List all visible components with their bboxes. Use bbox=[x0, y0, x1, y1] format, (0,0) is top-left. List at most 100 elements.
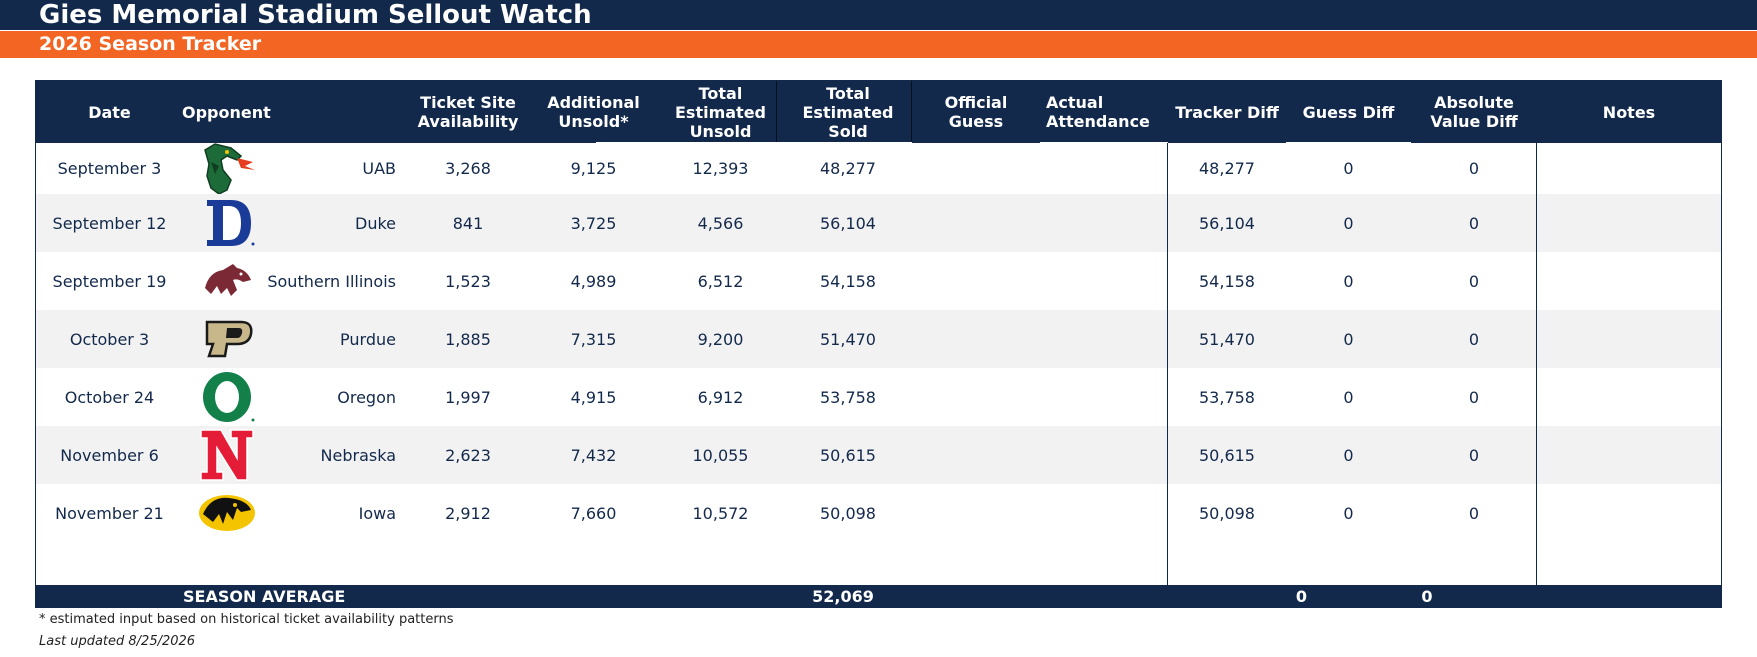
tracker-table: Date Opponent Ticket Site Availability Addi… bbox=[35, 80, 1722, 608]
cell-abs-value-diff: 0 bbox=[1468, 159, 1480, 178]
cell-total-est-sold: 53,758 bbox=[820, 387, 876, 407]
cell-notes[interactable] bbox=[1537, 143, 1721, 194]
table-row: November 6 Nebraska 2,623 7,432 10,055 50,615… bbox=[36, 426, 1721, 484]
cell-actual-attendance[interactable] bbox=[1040, 368, 1168, 426]
cell-official-guess[interactable] bbox=[912, 310, 1040, 368]
cell-abs-value-diff: 0 bbox=[1468, 503, 1480, 523]
cell-date: September 3 bbox=[57, 159, 162, 178]
cell-total-est-sold: 50,615 bbox=[820, 445, 876, 465]
cell-total-est-unsold: 9,200 bbox=[697, 329, 744, 349]
cell-tracker-diff: 56,104 bbox=[1199, 213, 1255, 233]
season-average-guess-diff: 0 bbox=[1295, 586, 1308, 606]
table-header: Date Opponent Ticket Site Availability Addi… bbox=[36, 81, 1721, 144]
cell-total-est-sold: 48,277 bbox=[820, 159, 876, 178]
table-row: November 21 Iowa 2,912 7,660 10,572 50,098 50,… bbox=[36, 484, 1721, 542]
cell-opponent: UAB bbox=[362, 159, 396, 178]
cell-notes[interactable] bbox=[1537, 310, 1721, 368]
column-header-actual-attendance: Actual Attendance bbox=[1046, 93, 1150, 131]
cell-ticket-site: 2,623 bbox=[445, 445, 491, 465]
uab-dragon-logo-icon bbox=[197, 142, 257, 200]
column-header-total-est-unsold: Total Estimated Unsold bbox=[674, 83, 766, 141]
column-header-opponent: Opponent bbox=[182, 102, 271, 122]
header-separator bbox=[776, 81, 777, 143]
cell-tracker-diff: 50,098 bbox=[1199, 503, 1255, 523]
cell-abs-value-diff: 0 bbox=[1468, 271, 1480, 291]
cell-actual-attendance[interactable] bbox=[1040, 194, 1168, 252]
cell-abs-value-diff: 0 bbox=[1468, 329, 1480, 349]
cell-guess-diff: 0 bbox=[1343, 387, 1354, 407]
cell-guess-diff: 0 bbox=[1343, 445, 1354, 465]
cell-additional-unsold: 9,125 bbox=[570, 159, 617, 178]
header-underline bbox=[596, 142, 784, 144]
column-header-official-guess: Official Guess bbox=[944, 93, 1008, 131]
table-row: September 19 Southern Illinois 1,523 4,989 6… bbox=[36, 252, 1721, 310]
cell-actual-attendance[interactable] bbox=[1040, 252, 1168, 310]
cell-abs-value-diff: 0 bbox=[1468, 387, 1480, 407]
cell-ticket-site: 2,912 bbox=[445, 503, 491, 523]
cell-date: November 6 bbox=[60, 445, 159, 465]
column-header-notes: Notes bbox=[1602, 102, 1656, 122]
footnote: * estimated input based on historical ti… bbox=[39, 612, 454, 627]
cell-actual-attendance[interactable] bbox=[1040, 143, 1168, 194]
column-header-abs-value-diff: Absolute Value Diff bbox=[1430, 93, 1518, 131]
season-average-total-sold: 52,069 bbox=[812, 586, 874, 606]
page-subtitle: 2026 Season Tracker bbox=[0, 31, 1757, 58]
column-header-tracker-diff: Tracker Diff bbox=[1175, 102, 1279, 122]
southern-illinois-saluki-logo-icon bbox=[197, 254, 257, 312]
header-underline bbox=[1286, 142, 1411, 144]
cell-opponent: Purdue bbox=[340, 329, 396, 349]
cell-opponent: Nebraska bbox=[320, 445, 396, 465]
cell-total-est-sold: 54,158 bbox=[820, 271, 876, 291]
cell-date: September 19 bbox=[52, 271, 167, 291]
column-header-ticket-site: Ticket Site Availability bbox=[417, 93, 519, 131]
cell-official-guess[interactable] bbox=[912, 484, 1040, 542]
cell-actual-attendance[interactable] bbox=[1040, 426, 1168, 484]
iowa-hawkeye-logo-icon bbox=[197, 486, 257, 544]
table-row: October 24 Oregon 1,997 4,915 6,912 53,758 53,… bbox=[36, 368, 1721, 426]
season-average-label: SEASON AVERAGE bbox=[183, 586, 346, 606]
cell-opponent: Southern Illinois bbox=[267, 271, 396, 291]
cell-opponent: Duke bbox=[355, 213, 396, 233]
cell-total-est-unsold: 12,393 bbox=[692, 159, 749, 178]
cell-notes[interactable] bbox=[1537, 368, 1721, 426]
cell-total-est-unsold: 6,912 bbox=[697, 387, 744, 407]
column-header-date: Date bbox=[88, 102, 131, 122]
cell-total-est-unsold: 6,512 bbox=[697, 271, 744, 291]
cell-official-guess[interactable] bbox=[912, 143, 1040, 194]
last-updated: Last updated 8/25/2026 bbox=[39, 634, 196, 649]
cell-additional-unsold: 4,989 bbox=[570, 271, 617, 291]
cell-opponent: Oregon bbox=[337, 387, 396, 407]
cell-notes[interactable] bbox=[1537, 426, 1721, 484]
cell-date: October 3 bbox=[69, 329, 150, 349]
cell-total-est-unsold: 10,572 bbox=[692, 503, 749, 523]
cell-ticket-site: 1,885 bbox=[445, 329, 491, 349]
cell-official-guess[interactable] bbox=[912, 368, 1040, 426]
column-divider bbox=[1167, 143, 1168, 585]
cell-additional-unsold: 7,660 bbox=[570, 503, 617, 523]
cell-total-est-unsold: 10,055 bbox=[692, 445, 749, 465]
cell-ticket-site: 841 bbox=[452, 213, 484, 233]
table-row: September 3 UAB 3,268 9,125 12,393 48,277 48,2… bbox=[36, 142, 1721, 195]
cell-ticket-site: 3,268 bbox=[445, 159, 491, 178]
cell-total-est-sold: 56,104 bbox=[820, 213, 876, 233]
cell-actual-attendance[interactable] bbox=[1040, 310, 1168, 368]
cell-guess-diff: 0 bbox=[1343, 329, 1354, 349]
cell-notes[interactable] bbox=[1537, 194, 1721, 252]
cell-abs-value-diff: 0 bbox=[1468, 445, 1480, 465]
cell-guess-diff: 0 bbox=[1343, 503, 1354, 523]
column-divider bbox=[1536, 143, 1537, 585]
cell-total-est-unsold: 4,566 bbox=[697, 213, 744, 233]
cell-official-guess[interactable] bbox=[912, 426, 1040, 484]
cell-actual-attendance[interactable] bbox=[1040, 484, 1168, 542]
cell-notes[interactable] bbox=[1537, 252, 1721, 310]
cell-date: October 24 bbox=[64, 387, 155, 407]
cell-official-guess[interactable] bbox=[912, 252, 1040, 310]
cell-guess-diff: 0 bbox=[1343, 213, 1354, 233]
cell-additional-unsold: 7,432 bbox=[570, 445, 617, 465]
cell-date: September 12 bbox=[52, 213, 167, 233]
column-header-guess-diff: Guess Diff bbox=[1302, 102, 1395, 122]
cell-official-guess[interactable] bbox=[912, 194, 1040, 252]
page-title: Gies Memorial Stadium Sellout Watch bbox=[0, 0, 1757, 30]
cell-notes[interactable] bbox=[1537, 484, 1721, 542]
header-underline bbox=[1040, 142, 1168, 144]
